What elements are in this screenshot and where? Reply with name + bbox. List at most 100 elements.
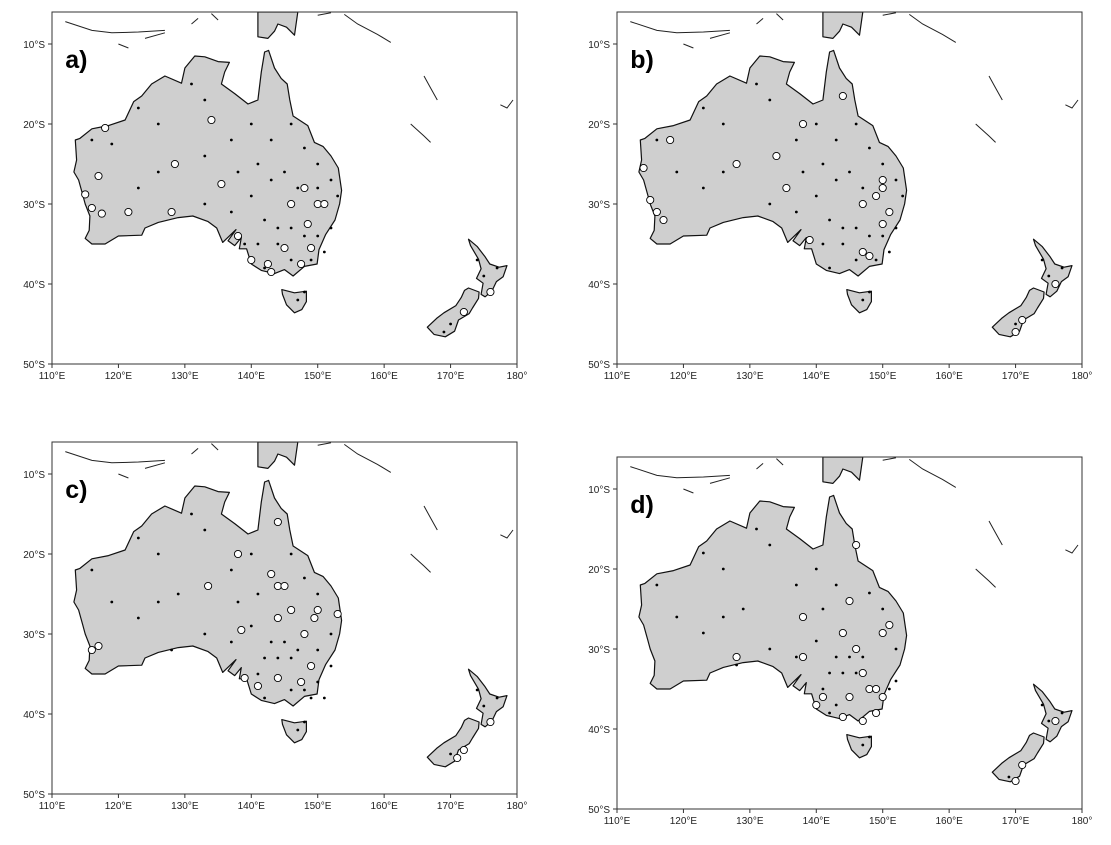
tasmania-land [846, 734, 872, 759]
station-open-marker [772, 151, 781, 161]
lon-tick-label: 110°E [39, 801, 66, 812]
island-outline [882, 457, 897, 461]
station-dot-marker [801, 170, 805, 174]
island-outline [423, 75, 438, 101]
lat-tick-label: 10°S [588, 485, 610, 496]
lat-tick-label: 30°S [588, 645, 610, 656]
station-dot-marker [721, 567, 725, 571]
station-dot-marker [303, 688, 306, 692]
map-svg-d: 110°E 120°E 130°E 140°E 150°E 160°E 170°E 180° 1… [588, 456, 1092, 827]
station-dot-marker [881, 607, 885, 611]
tasmania-land [846, 289, 872, 314]
map-panel-c: 110°E 120°E 130°E 140°E 150°E 160°E 170°E 180° 1… [0, 430, 527, 830]
station-dot-marker [701, 631, 705, 635]
australia-land [73, 49, 343, 277]
island-outline [423, 505, 438, 531]
station-open-marker [838, 628, 847, 638]
station-dot-marker [894, 679, 898, 683]
station-dot-marker [834, 138, 838, 142]
station-dot-marker [263, 656, 266, 660]
station-open-marker [845, 692, 854, 702]
lon-tick-label: 170°E [437, 371, 465, 382]
station-dot-marker [249, 122, 253, 126]
lon-tick-label: 130°E [736, 816, 764, 827]
station-open-marker [1051, 279, 1060, 289]
station-dot-marker [834, 703, 838, 707]
nz-north-island [1032, 683, 1073, 743]
station-dot-marker [156, 170, 160, 174]
station-open-marker [858, 716, 867, 726]
new-guinea-land [257, 442, 299, 469]
station-dot-marker [755, 527, 758, 531]
lat-tick-label: 10°S [23, 40, 45, 51]
station-dot-marker [316, 648, 320, 652]
station-dot-marker [887, 687, 891, 691]
station-dot-marker [322, 696, 326, 700]
station-dot-marker [303, 576, 306, 580]
island-outline [882, 12, 897, 16]
island-outline [988, 75, 1003, 101]
map-frame [51, 11, 518, 365]
station-dot-marker [721, 122, 725, 126]
lat-tick-label: 40°S [588, 725, 610, 736]
lat-tick-label: 10°S [588, 40, 610, 51]
station-dot-marker [854, 122, 858, 126]
station-dot-marker [203, 632, 207, 636]
lat-tick-label: 30°S [23, 200, 45, 211]
station-dot-marker [1047, 719, 1051, 723]
station-dot-marker [303, 290, 306, 294]
map-frame [616, 11, 1083, 365]
map-svg-c: 110°E 120°E 130°E 140°E 150°E 160°E 170°E 180° 1… [23, 441, 527, 812]
station-dot-marker [874, 258, 878, 262]
island-outline [1065, 99, 1079, 109]
station-dot-marker [701, 106, 705, 110]
station-dot-marker [276, 656, 280, 660]
station-dot-marker [741, 607, 745, 611]
station-open-marker [320, 199, 329, 209]
lat-tick-label: 50°S [23, 360, 45, 371]
station-dot-marker [495, 696, 499, 700]
station-dot-marker [289, 226, 293, 230]
station-open-marker [273, 517, 282, 527]
station-open-marker [297, 677, 306, 687]
station-dot-marker [309, 258, 313, 262]
station-dot-marker [156, 552, 160, 556]
station-open-marker [659, 215, 668, 225]
station-open-marker [267, 569, 276, 579]
station-dot-marker [329, 226, 333, 230]
station-dot-marker [329, 664, 333, 668]
island-outline [410, 123, 431, 143]
station-dot-marker [1040, 258, 1044, 262]
station-open-marker [878, 628, 887, 638]
lat-tick-label: 50°S [588, 805, 610, 816]
new-guinea-land [257, 12, 299, 39]
station-open-marker [170, 159, 179, 169]
station-open-marker [872, 684, 881, 694]
station-dot-marker [868, 591, 871, 595]
station-open-marker [666, 135, 675, 145]
station-dot-marker [894, 226, 898, 230]
station-dot-marker [249, 552, 253, 556]
station-dot-marker [283, 640, 286, 644]
station-dot-marker [848, 170, 851, 174]
station-dot-marker [303, 720, 306, 724]
station-dot-marker [821, 687, 825, 691]
island-outline [344, 13, 392, 43]
island-outline [630, 466, 730, 479]
lat-tick-label: 50°S [588, 360, 610, 371]
island-outline [776, 458, 784, 466]
island-outline [975, 123, 996, 143]
station-open-marker [247, 255, 256, 265]
station-open-marker [858, 247, 867, 257]
station-open-marker [812, 700, 821, 710]
station-dot-marker [794, 138, 798, 142]
station-dot-marker [768, 647, 772, 651]
station-dot-marker [229, 640, 233, 644]
station-dot-marker [868, 290, 871, 294]
station-dot-marker [136, 536, 140, 540]
station-dot-marker [289, 656, 293, 660]
lat-tick-label: 20°S [23, 120, 45, 131]
station-dot-marker [176, 592, 180, 596]
lon-tick-label: 110°E [604, 371, 631, 382]
land-layer [65, 12, 514, 338]
